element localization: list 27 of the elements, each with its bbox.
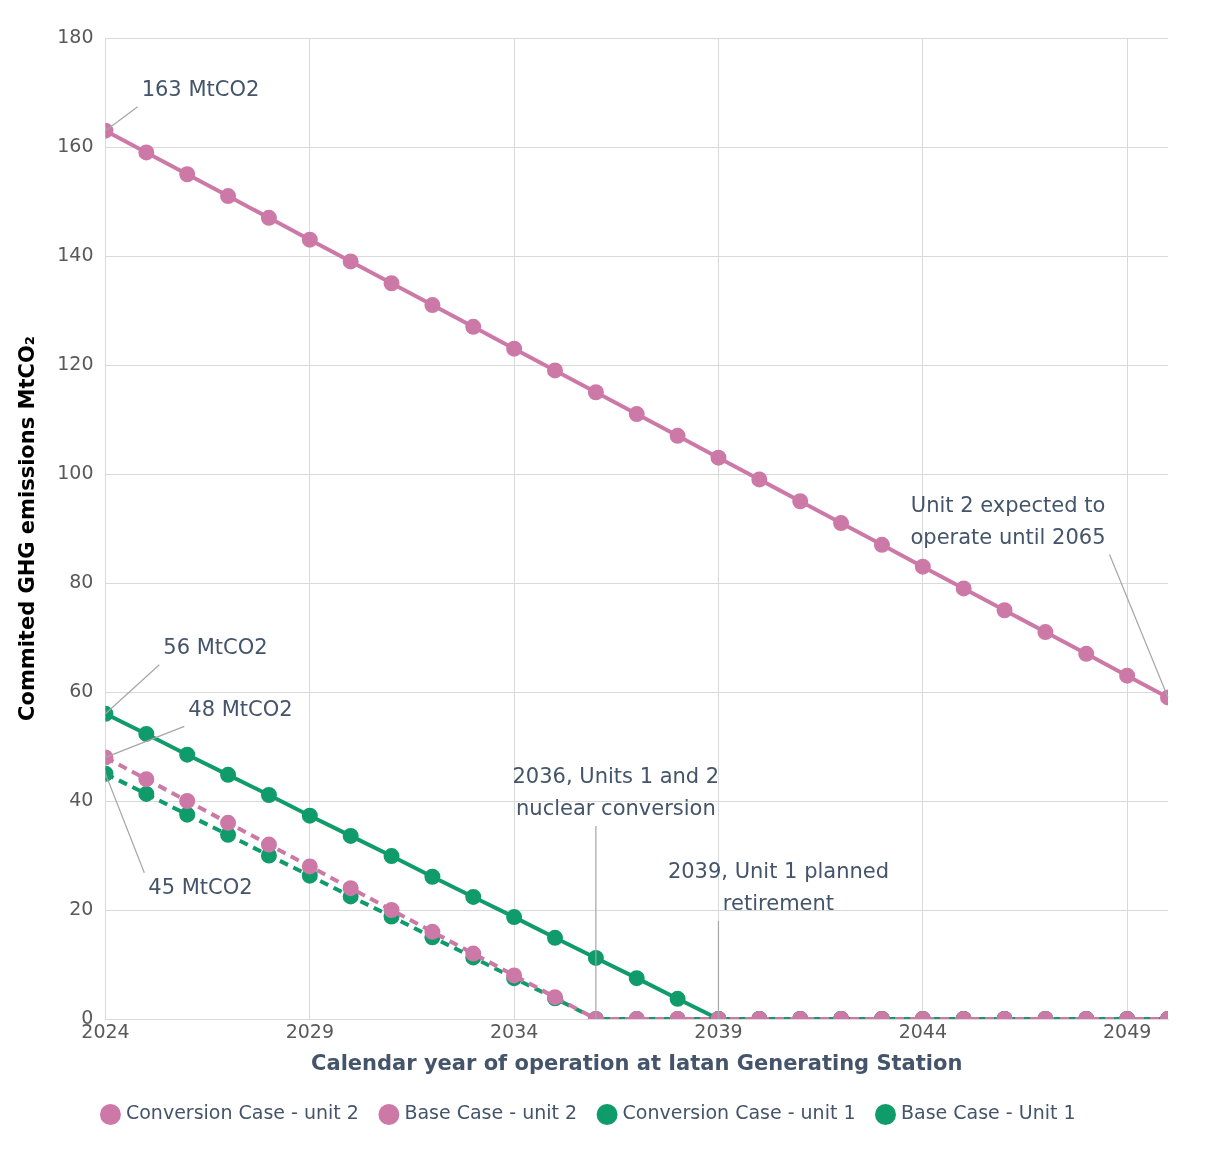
annotation: 2036, Units 1 and 2 nuclear conversion: [512, 764, 720, 821]
annotation: Unit 2 expected to operate until 2065: [910, 492, 1106, 549]
x-tick-label: 2039: [694, 1020, 743, 1043]
x-tick-label: 2044: [898, 1020, 947, 1043]
x-tick-label: 2049: [1102, 1020, 1152, 1043]
annotation: 48 MtCO2: [188, 696, 293, 721]
y-tick-label: 60: [69, 678, 94, 701]
annotation: 56 MtCO2: [163, 635, 268, 660]
x-tick-label: 2029: [285, 1020, 334, 1043]
y-tick-label: 100: [57, 460, 94, 483]
y-tick-label: 20: [69, 896, 94, 919]
y-tick-label: 140: [57, 242, 94, 265]
y-tick-label: 160: [57, 133, 94, 156]
y-tick-label: 80: [69, 569, 94, 592]
x-axis-title: Calendar year of operation at Iatan Generating Station: [311, 1050, 963, 1075]
x-tick-label: 2034: [489, 1020, 539, 1043]
legend-label: Base Case - unit 2: [404, 1101, 578, 1124]
y-tick-label: 120: [57, 351, 94, 374]
y-tick-label: 40: [69, 787, 94, 810]
y-axis-title: Commited GHG emissions MtCO₂: [15, 336, 40, 721]
legend-label: Conversion Case - unit 2: [125, 1101, 359, 1124]
y-tick-label: 180: [57, 24, 94, 47]
annotation: 2039, Unit 1 planned retirement: [667, 859, 890, 916]
legend-label: Base Case - Unit 1: [901, 1101, 1076, 1124]
annotation: 163 MtCO2: [141, 77, 260, 102]
legend-label: Conversion Case - unit 1: [622, 1101, 856, 1124]
annotation: 45 MtCO2: [148, 875, 253, 900]
